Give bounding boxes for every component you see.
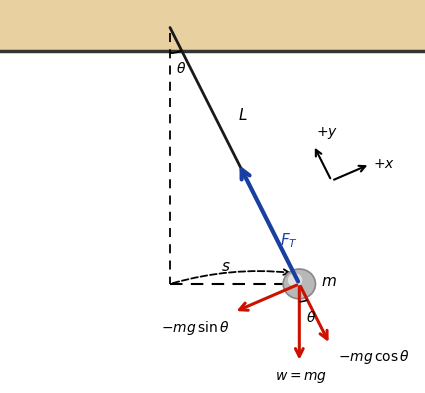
Text: $+x$: $+x$ <box>374 157 395 171</box>
Circle shape <box>288 273 302 287</box>
Text: $w = mg$: $w = mg$ <box>275 370 328 385</box>
Text: $-mg\,\sin\theta$: $-mg\,\sin\theta$ <box>161 319 230 337</box>
Bar <box>0 0 425 51</box>
Text: $+y$: $+y$ <box>316 125 338 141</box>
Circle shape <box>283 269 315 299</box>
Text: $\theta$: $\theta$ <box>176 61 187 76</box>
Text: $s$: $s$ <box>221 259 231 274</box>
Text: $L$: $L$ <box>238 107 248 123</box>
Text: $\theta$: $\theta$ <box>306 310 316 325</box>
Text: $F_T$: $F_T$ <box>280 231 298 250</box>
Text: $-mg\,\cos\theta$: $-mg\,\cos\theta$ <box>338 349 411 366</box>
Text: $m$: $m$ <box>320 274 336 290</box>
